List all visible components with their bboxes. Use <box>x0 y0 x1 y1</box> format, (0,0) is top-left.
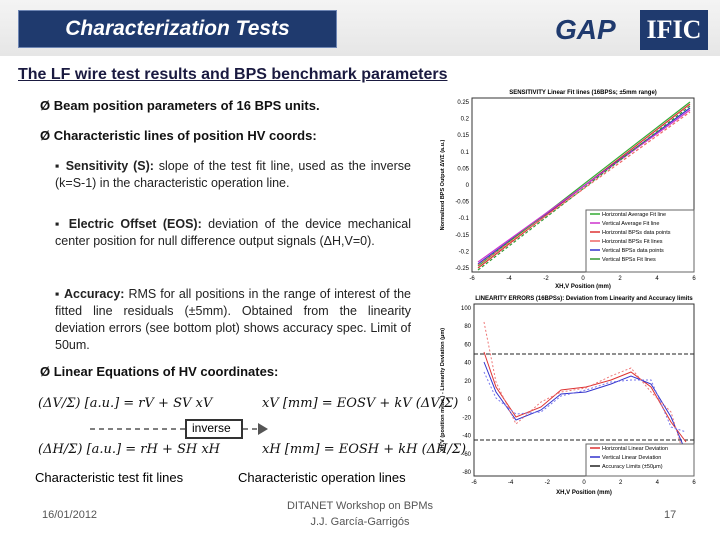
y-tick-label: -0.25 <box>455 266 469 272</box>
inverse-arrow <box>90 419 268 439</box>
equation: xH [mm] = EOSH + kH (ΔH/Σ) <box>262 442 467 457</box>
caption: Characteristic test fit lines <box>35 470 184 485</box>
sub-bullet: ▪ Accuracy: RMS for all positions in the… <box>55 287 412 352</box>
y-tick-label: 0.1 <box>461 150 470 156</box>
bullet: Beam position parameters of 16 BPS units… <box>40 98 320 113</box>
y-tick-label: 100 <box>461 306 472 312</box>
x-tick-label: 6 <box>692 480 696 486</box>
text: deviation of the device mechanical cente… <box>55 217 411 248</box>
logo-gap: GAP <box>555 14 616 45</box>
y-tick-label: 0.2 <box>461 117 470 123</box>
sub-bullet: ▪ Electric Offset (EOS): deviation of th… <box>55 217 411 248</box>
y-tick-label: 40 <box>464 361 471 367</box>
inverse-label: inverse <box>192 421 231 435</box>
x-tick-label: -2 <box>545 480 551 486</box>
x-tick-label: 4 <box>656 480 660 486</box>
logo-ific: IFIC <box>640 10 708 50</box>
text: RMS for all positions in the range of in… <box>55 287 412 352</box>
term: Electric Offset (EOS): <box>68 217 202 231</box>
event: DITANET Workshop on BPMs <box>286 500 434 512</box>
x-tick-label: 2 <box>619 480 623 486</box>
x-tick-label: 2 <box>618 276 622 282</box>
x-tick-label: -4 <box>506 276 512 282</box>
legend-entry: Horizontal Average Fit line <box>602 212 666 218</box>
x-tick-label: -2 <box>543 276 549 282</box>
legend-entry: Vertical Linear Deviation <box>602 455 661 461</box>
x-tick-label: 0 <box>582 480 586 486</box>
y-tick-label: -80 <box>462 470 471 476</box>
legend-entry: Accuracy Limits (±50μm) <box>602 464 663 470</box>
slide-title: Characterization Tests <box>18 10 337 48</box>
bullet: Linear Equations of HV coordinates: <box>40 364 279 379</box>
equation: (ΔH/Σ) [a.u.] = rH + SH xH <box>38 442 221 457</box>
x-axis-label: XH,V Position (mm) <box>555 284 611 290</box>
y-tick-label: 0 <box>466 183 470 189</box>
legend-entry: Horizontal BPSs data points <box>602 230 671 236</box>
subtitle: The LF wire test results and BPS benchma… <box>18 66 448 83</box>
y-tick-label: 0 <box>468 397 472 403</box>
y-tick-label: 0.15 <box>457 133 469 139</box>
linearity-plot: LINEARITY ERRORS (16BPSs): Deviation fro… <box>440 296 696 496</box>
x-tick-label: 6 <box>692 276 696 282</box>
sensitivity-plot: SENSITIVITY Linear Fit lines (16BPSs; ±5… <box>440 90 696 290</box>
equation: (ΔV/Σ) [a.u.] = rV + SV xV <box>38 396 213 411</box>
equation: xV [mm] = EOSV + kV (ΔV/Σ) <box>262 396 459 411</box>
plot-title: LINEARITY ERRORS (16BPSs): Deviation fro… <box>475 296 693 302</box>
text: slope of the test fit line, used as the … <box>55 159 411 190</box>
legend-entry: Horizontal Linear Deviation <box>602 446 668 452</box>
plot-title: SENSITIVITY Linear Fit lines (16BPSs; ±5… <box>509 90 657 96</box>
date: 16/01/2012 <box>42 509 98 521</box>
y-axis-label: Normalized BPS Output ΔV/Σ (a.u.) <box>440 140 446 231</box>
bullet: Characteristic lines of position HV coor… <box>40 128 317 143</box>
y-tick-label: 60 <box>464 342 471 348</box>
x-tick-label: -6 <box>471 480 477 486</box>
y-axis-label: XH,V (position meas.) - Linearity Deviat… <box>440 328 446 452</box>
x-axis-label: XH,V Position (mm) <box>556 490 612 496</box>
x-tick-label: 4 <box>655 276 659 282</box>
y-tick-label: 0.25 <box>457 100 469 106</box>
caption: Characteristic operation lines <box>238 470 406 485</box>
y-tick-label: -0.2 <box>459 249 470 255</box>
author: J.J. García-Garrigós <box>310 516 410 528</box>
legend-entry: Horizontal BPSs Fit lines <box>602 239 663 245</box>
y-tick-label: -20 <box>462 415 471 421</box>
term: Sensitivity (S): <box>65 159 154 173</box>
legend-entry: Vertical BPSs Fit lines <box>602 257 656 263</box>
y-tick-label: -0.15 <box>455 233 469 239</box>
y-tick-label: -0.1 <box>459 216 470 222</box>
y-tick-label: 20 <box>464 379 471 385</box>
y-tick-label: -0.05 <box>455 200 469 206</box>
legend-entry: Vertical BPSs data points <box>602 248 664 254</box>
y-tick-label: -60 <box>462 452 471 458</box>
y-tick-label: 0.05 <box>457 166 469 172</box>
legend-entry: Vertical Average Fit line <box>602 221 659 227</box>
y-tick-label: -40 <box>462 434 471 440</box>
page-number: 17 <box>664 509 677 521</box>
term: Accuracy: <box>63 287 125 301</box>
sub-bullet: ▪ Sensitivity (S): slope of the test fit… <box>55 159 411 190</box>
x-tick-label: -4 <box>508 480 514 486</box>
x-tick-label: -6 <box>469 276 475 282</box>
y-tick-label: 80 <box>464 324 471 330</box>
x-tick-label: 0 <box>581 276 585 282</box>
